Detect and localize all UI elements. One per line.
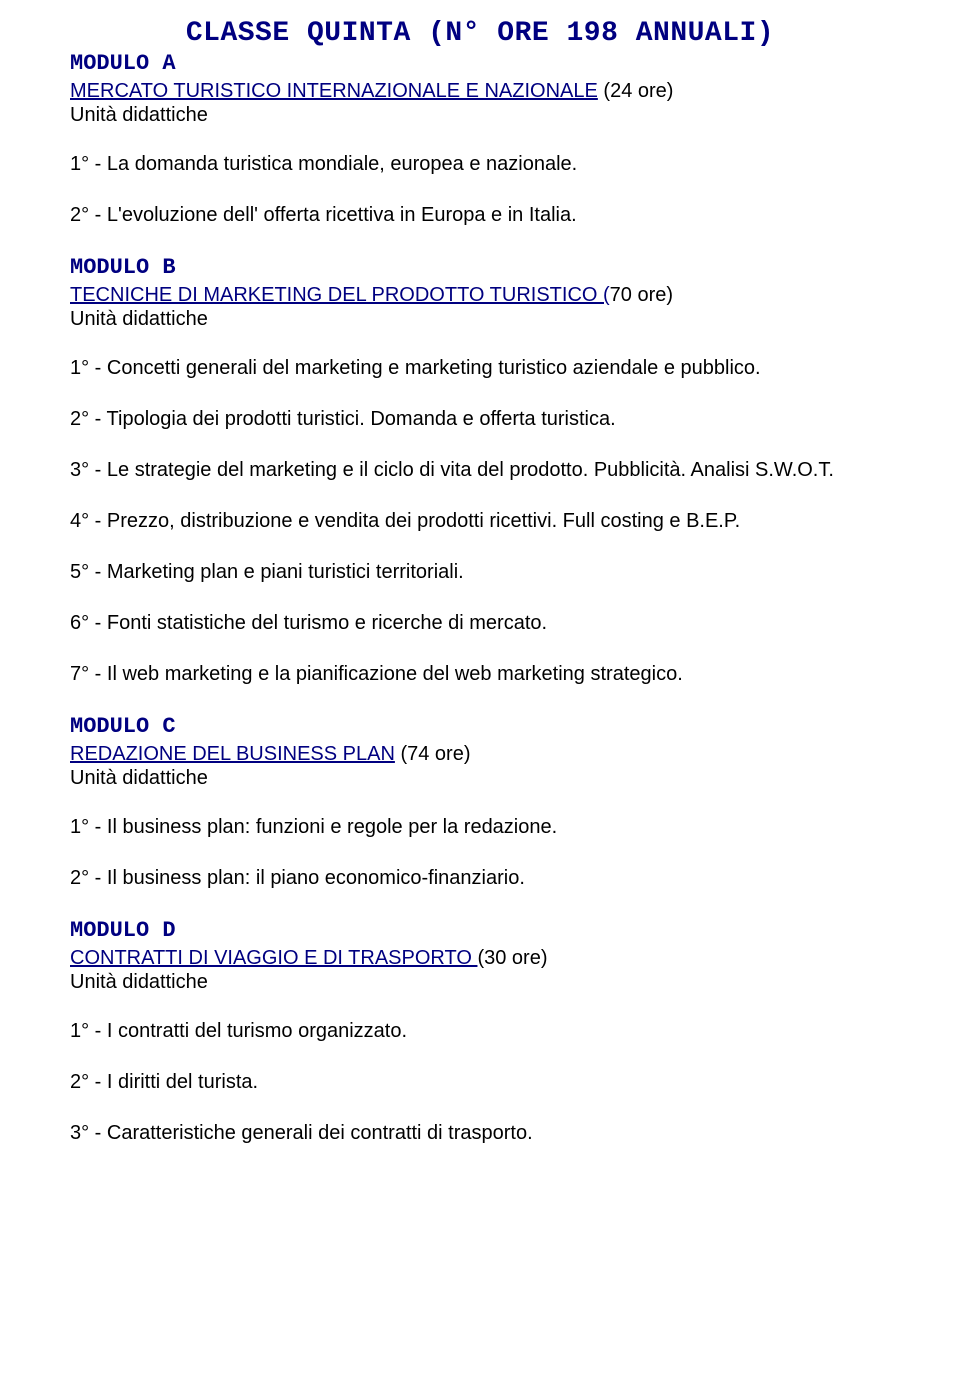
- modulo-c-unita: Unità didattiche: [70, 767, 890, 790]
- modulo-b-item-7: 7° - Il web marketing e la pianificazion…: [70, 661, 890, 688]
- modulo-d-item-2: 2° - I diritti del turista.: [70, 1069, 890, 1096]
- modulo-d-subtitle: CONTRATTI DI VIAGGIO E DI TRASPORTO (30 …: [70, 945, 890, 971]
- modulo-b-subtitle-underlined: TECNICHE DI MARKETING DEL PRODOTTO TURIS…: [70, 284, 610, 306]
- modulo-b-head: MODULO B: [70, 255, 890, 280]
- modulo-b-item-3: 3° - Le strategie del marketing e il cic…: [70, 457, 890, 484]
- modulo-a-head: MODULO A: [70, 51, 890, 76]
- modulo-a-item-1: 1° - La domanda turistica mondiale, euro…: [70, 151, 890, 178]
- modulo-b-item-2: 2° - Tipologia dei prodotti turistici. D…: [70, 406, 890, 433]
- modulo-a-subtitle: MERCATO TURISTICO INTERNAZIONALE E NAZIO…: [70, 78, 890, 104]
- modulo-c-item-1: 1° - Il business plan: funzioni e regole…: [70, 814, 890, 841]
- modulo-d-subtitle-underlined: CONTRATTI DI VIAGGIO E DI TRASPORTO: [70, 947, 477, 969]
- page-title: CLASSE QUINTA (N° ORE 198 ANNUALI): [70, 18, 890, 49]
- modulo-b-item-1: 1° - Concetti generali del marketing e m…: [70, 355, 890, 382]
- modulo-b-item-4: 4° - Prezzo, distribuzione e vendita dei…: [70, 508, 890, 535]
- modulo-b-subtitle: TECNICHE DI MARKETING DEL PRODOTTO TURIS…: [70, 282, 890, 308]
- modulo-a-item-2: 2° - L'evoluzione dell' offerta ricettiv…: [70, 202, 890, 229]
- modulo-b-item-6: 6° - Fonti statistiche del turismo e ric…: [70, 610, 890, 637]
- modulo-c-subtitle-underlined: REDAZIONE DEL BUSINESS PLAN: [70, 743, 395, 765]
- modulo-d-head: MODULO D: [70, 918, 890, 943]
- modulo-c-hours: (74 ore): [395, 743, 471, 765]
- modulo-a-hours: (24 ore): [598, 80, 674, 102]
- modulo-a-subtitle-underlined: MERCATO TURISTICO INTERNAZIONALE E NAZIO…: [70, 80, 598, 102]
- modulo-d-item-1: 1° - I contratti del turismo organizzato…: [70, 1018, 890, 1045]
- modulo-b-item-5: 5° - Marketing plan e piani turistici te…: [70, 559, 890, 586]
- modulo-c-item-2: 2° - Il business plan: il piano economic…: [70, 865, 890, 892]
- modulo-d-item-3: 3° - Caratteristiche generali dei contra…: [70, 1120, 890, 1147]
- modulo-b-unita: Unità didattiche: [70, 308, 890, 331]
- modulo-d-hours: (30 ore): [477, 947, 547, 969]
- modulo-d-unita: Unità didattiche: [70, 971, 890, 994]
- modulo-a-unita: Unità didattiche: [70, 104, 890, 127]
- document-page: CLASSE QUINTA (N° ORE 198 ANNUALI) MODUL…: [0, 0, 960, 1211]
- modulo-c-subtitle: REDAZIONE DEL BUSINESS PLAN (74 ore): [70, 741, 890, 767]
- modulo-c-head: MODULO C: [70, 714, 890, 739]
- modulo-b-hours: 70 ore): [610, 284, 673, 306]
